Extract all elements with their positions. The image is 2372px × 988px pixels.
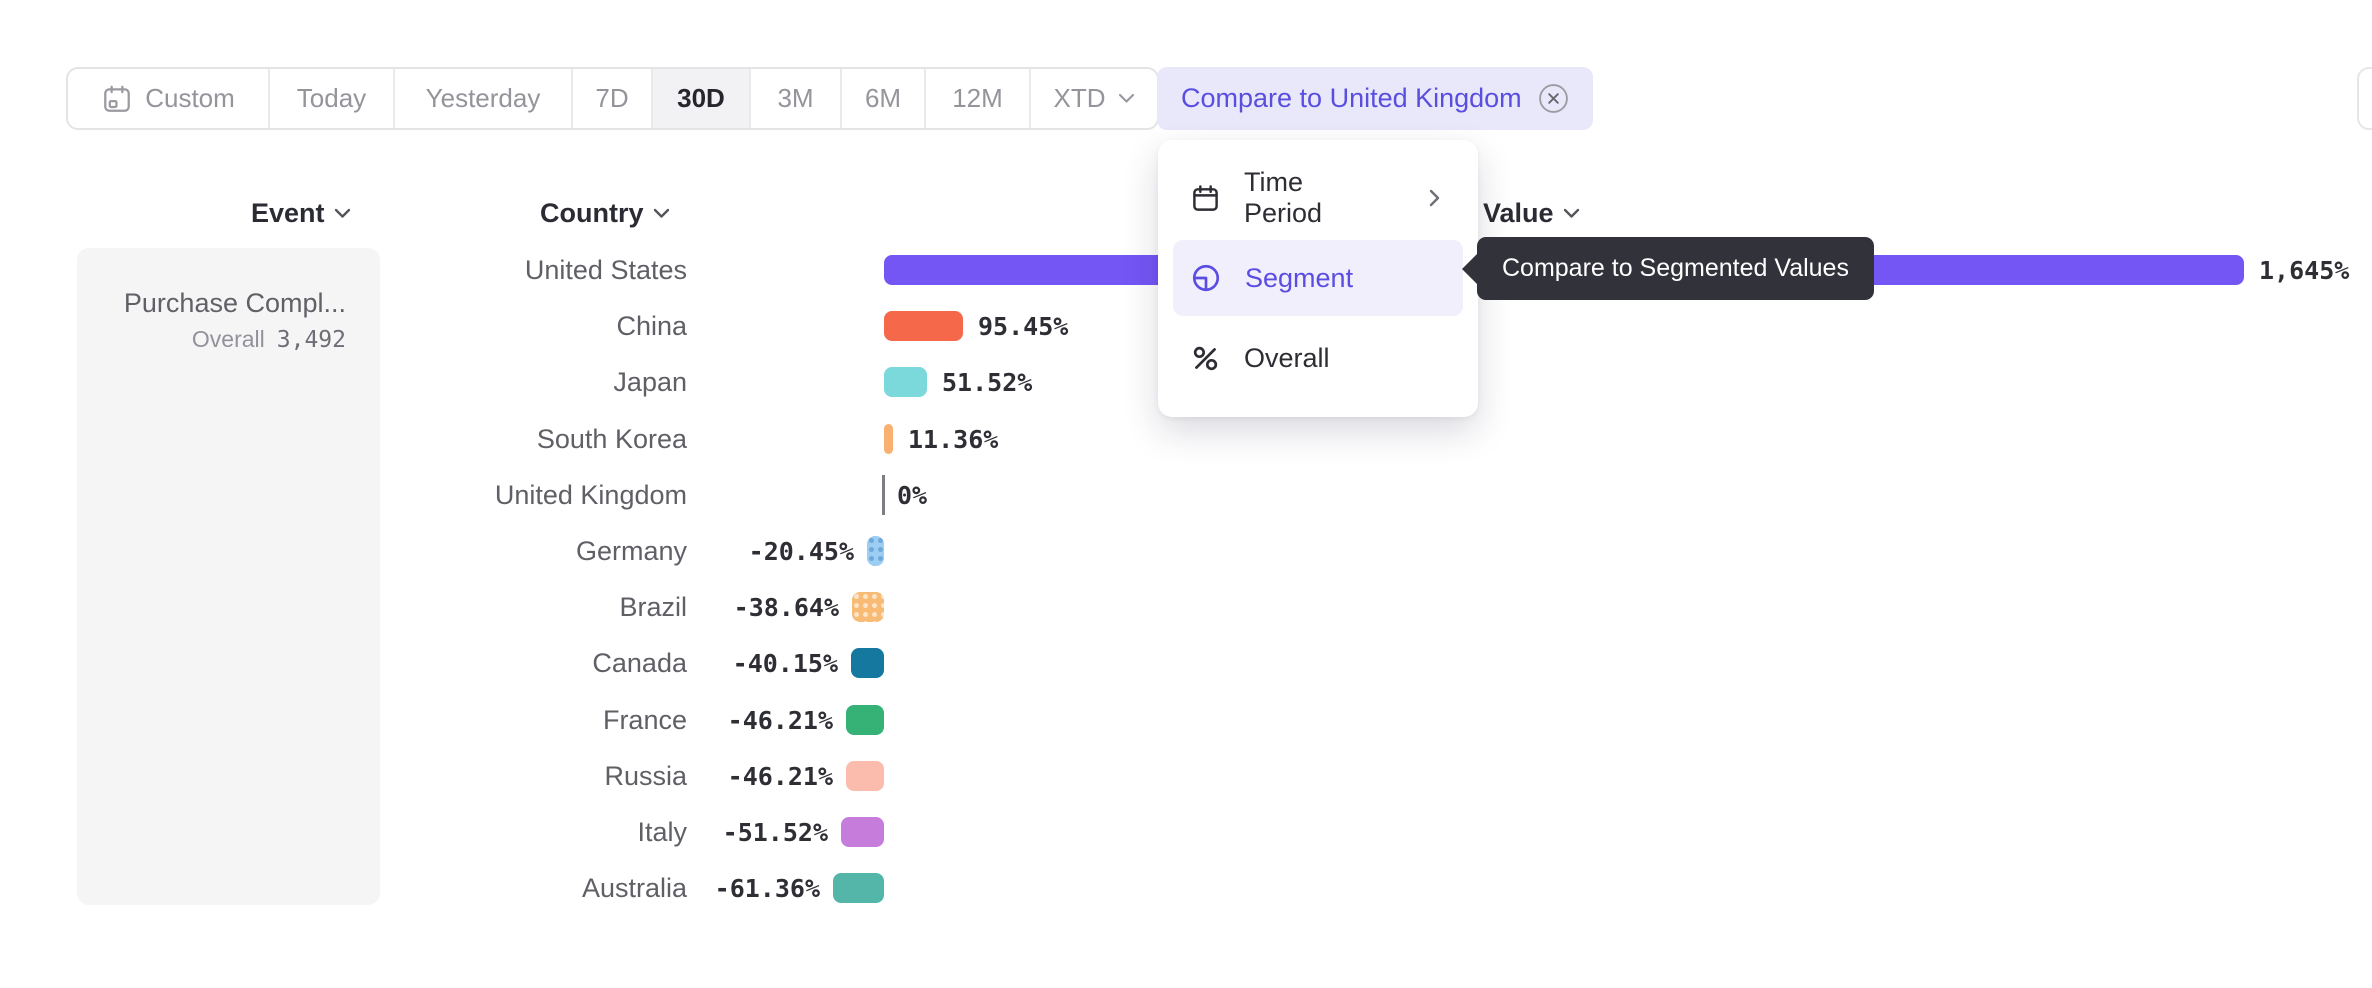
value-label: -40.15%: [732, 648, 838, 678]
menu-item-overall[interactable]: Overall: [1173, 320, 1463, 396]
chevron-down-icon: [653, 208, 669, 218]
country-label: Italy: [637, 816, 687, 847]
circle-x-icon[interactable]: [1538, 83, 1569, 114]
value-label: -38.64%: [733, 592, 839, 622]
chart-row: France -46.21%: [0, 692, 2372, 748]
bar[interactable]: [841, 817, 884, 847]
segment-icon: [1192, 264, 1220, 292]
toolbar-item-label: Custom: [145, 83, 235, 113]
value-label: 11.36%: [908, 424, 999, 454]
menu-item-time-period[interactable]: Time Period: [1173, 160, 1463, 236]
toolbar-item-7d[interactable]: 7D: [573, 69, 653, 128]
bar[interactable]: [884, 311, 963, 341]
bar[interactable]: [833, 873, 884, 903]
country-label: Australia: [581, 872, 687, 903]
chevron-down-icon: [1563, 208, 1579, 218]
value-label: 1,645%: [2259, 255, 2350, 285]
calendar-icon: [104, 85, 131, 112]
toolbar-item-today[interactable]: Today: [270, 69, 395, 128]
bar[interactable]: [852, 592, 884, 622]
date-range-toolbar: Custom Today Yesterday 7D 30D 3M 6M 12M …: [66, 67, 1159, 130]
chevron-down-icon: [334, 208, 350, 218]
percent-icon: [1193, 346, 1218, 370]
country-label: China: [616, 310, 687, 341]
chevron-down-icon: [1118, 93, 1134, 103]
toolbar-item-3m[interactable]: 3M: [751, 69, 842, 128]
chart-row: Canada -40.15%: [0, 635, 2372, 691]
value-label: -51.52%: [722, 817, 828, 847]
value-label: -61.36%: [714, 873, 820, 903]
tooltip: Compare to Segmented Values: [1462, 237, 1874, 300]
value-label: 51.52%: [942, 367, 1033, 397]
toolbar-item-xtd[interactable]: XTD: [1031, 69, 1157, 128]
toolbar-item-12m[interactable]: 12M: [926, 69, 1031, 128]
cutoff-button[interactable]: [2357, 67, 2372, 130]
value-label: -46.21%: [727, 705, 833, 735]
event-cell[interactable]: Purchase Compl... Overall 3,492: [124, 285, 346, 357]
value-label: 0%: [897, 480, 928, 510]
chart-row: China 95.45%: [0, 298, 2372, 354]
calendar-icon: [1193, 184, 1218, 211]
chart-row: Australia -61.36%: [0, 860, 2372, 916]
chart-row: Italy -51.52%: [0, 804, 2372, 860]
event-panel: Purchase Compl... Overall 3,492: [77, 248, 380, 905]
country-label: Canada: [592, 647, 687, 678]
country-label: United States: [524, 254, 687, 285]
column-header-event[interactable]: Event: [251, 198, 351, 229]
value-label: -46.21%: [727, 761, 833, 791]
toolbar-item-custom[interactable]: Custom: [68, 69, 270, 128]
country-label: United Kingdom: [494, 479, 687, 510]
bar[interactable]: [851, 648, 884, 678]
chart-row: Russia -46.21%: [0, 748, 2372, 804]
country-label: Brazil: [619, 591, 687, 622]
chevron-right-icon: [1429, 189, 1440, 207]
compare-chip-label: Compare to United Kingdom: [1181, 83, 1522, 113]
chart-row: Germany -20.45%: [0, 523, 2372, 579]
toolbar-item-30d[interactable]: 30D: [653, 69, 751, 128]
value-label: 95.45%: [978, 311, 1069, 341]
country-label: South Korea: [536, 423, 687, 454]
toolbar-item-6m[interactable]: 6M: [842, 69, 926, 128]
country-label: Japan: [613, 366, 687, 397]
bar[interactable]: [846, 705, 884, 735]
value-label: -20.45%: [748, 536, 854, 566]
chart-row: South Korea 11.36%: [0, 411, 2372, 467]
zero-axis-line: [882, 475, 885, 515]
event-name: Purchase Compl...: [123, 288, 346, 318]
bar[interactable]: [884, 367, 927, 397]
toolbar-item-yesterday[interactable]: Yesterday: [395, 69, 573, 128]
compare-dropdown-menu: Time Period Segment Overall: [1158, 140, 1478, 417]
country-label: Russia: [604, 760, 687, 791]
bar[interactable]: [867, 536, 884, 566]
menu-item-segment[interactable]: Segment: [1173, 240, 1463, 316]
bar[interactable]: [884, 424, 893, 454]
column-header-value[interactable]: Value: [1483, 198, 1580, 229]
event-overall-label: Overall: [191, 326, 265, 352]
chart-row: United Kingdom 0%: [0, 467, 2372, 523]
tooltip-text: Compare to Segmented Values: [1502, 254, 1849, 282]
chart-row: Brazil -38.64%: [0, 579, 2372, 635]
compare-chip[interactable]: Compare to United Kingdom: [1157, 67, 1593, 130]
column-header-country[interactable]: Country: [540, 198, 670, 229]
country-label: Germany: [575, 535, 687, 566]
country-label: France: [602, 704, 687, 735]
chart-row: Japan 51.52%: [0, 354, 2372, 410]
bar[interactable]: [846, 761, 884, 791]
event-overall-value: 3,492: [276, 327, 346, 353]
